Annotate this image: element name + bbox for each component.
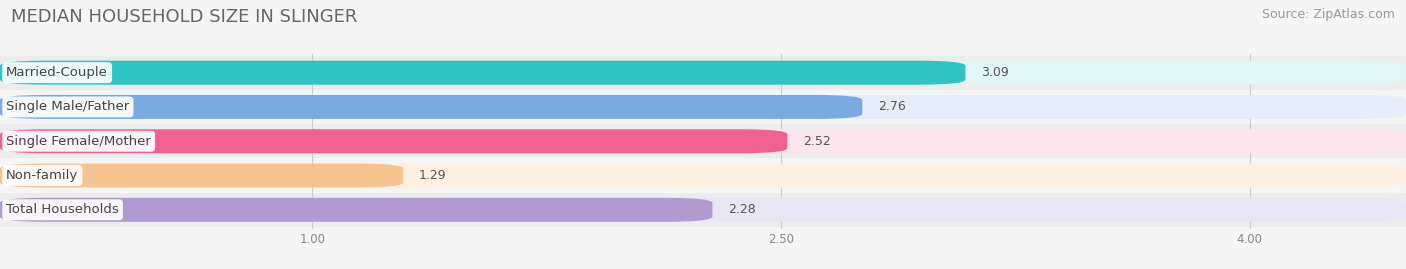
FancyBboxPatch shape [0,95,862,119]
FancyBboxPatch shape [0,164,404,187]
Text: 2.52: 2.52 [803,135,831,148]
FancyBboxPatch shape [0,95,1406,119]
Text: Married-Couple: Married-Couple [6,66,108,79]
Text: Single Female/Mother: Single Female/Mother [6,135,150,148]
FancyBboxPatch shape [0,193,1406,227]
FancyBboxPatch shape [0,61,1406,85]
Text: 1.29: 1.29 [419,169,446,182]
FancyBboxPatch shape [0,90,1406,124]
FancyBboxPatch shape [0,55,1406,90]
FancyBboxPatch shape [0,129,1406,153]
Text: 3.09: 3.09 [981,66,1010,79]
FancyBboxPatch shape [0,158,1406,193]
Text: 2.28: 2.28 [728,203,756,216]
FancyBboxPatch shape [0,129,787,153]
Text: Total Households: Total Households [6,203,120,216]
FancyBboxPatch shape [0,198,1406,222]
Text: Non-family: Non-family [6,169,79,182]
FancyBboxPatch shape [0,164,1406,187]
FancyBboxPatch shape [0,61,966,85]
FancyBboxPatch shape [0,124,1406,158]
Text: Single Male/Father: Single Male/Father [6,100,129,114]
Text: Source: ZipAtlas.com: Source: ZipAtlas.com [1261,8,1395,21]
Text: 2.76: 2.76 [877,100,905,114]
Text: MEDIAN HOUSEHOLD SIZE IN SLINGER: MEDIAN HOUSEHOLD SIZE IN SLINGER [11,8,357,26]
FancyBboxPatch shape [0,198,713,222]
